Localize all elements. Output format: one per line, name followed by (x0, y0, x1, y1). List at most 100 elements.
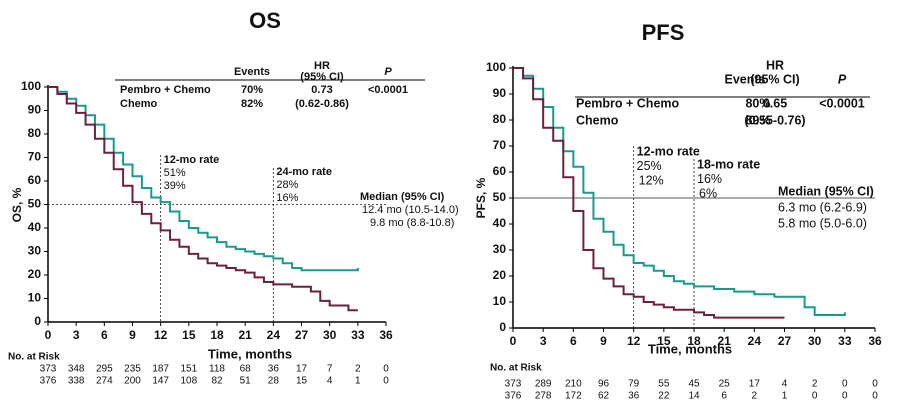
x-tick-label: 24 (748, 334, 762, 348)
table-cell: <0.0001 (819, 96, 865, 110)
y-tick-label: 100 (486, 60, 506, 74)
risk-count: 4 (782, 379, 788, 390)
risk-count: 295 (96, 364, 113, 375)
x-tick-label: 6 (101, 328, 108, 342)
y-tick-label: 100 (21, 79, 41, 93)
chart-title: OS (249, 8, 281, 33)
risk-count: 7 (327, 364, 333, 375)
x-tick-label: 3 (73, 328, 80, 342)
x-tick-label: 0 (510, 334, 517, 348)
risk-count: 373 (40, 364, 57, 375)
risk-count: 348 (68, 364, 85, 375)
table-header: (95% CI) (750, 72, 799, 86)
x-tick-label: 30 (808, 334, 822, 348)
risk-count: 210 (565, 379, 582, 390)
y-tick-label: 70 (493, 138, 507, 152)
y-axis-label: OS, % (10, 187, 24, 222)
risk-count: 235 (124, 364, 141, 375)
table-header: P (838, 72, 847, 86)
y-tick-label: 0 (499, 320, 506, 334)
table-cell: (0.55-0.76) (744, 113, 805, 127)
risk-count: 22 (658, 391, 670, 402)
risk-count: 187 (152, 364, 169, 375)
risk-count: 36 (628, 391, 640, 402)
table-header: HR (314, 60, 330, 72)
x-tick-label: 15 (657, 334, 671, 348)
risk-count: 17 (296, 364, 308, 375)
x-tick-label: 9 (600, 334, 607, 348)
km-curve (513, 67, 846, 316)
risk-count: 0 (383, 376, 389, 387)
y-tick-label: 10 (493, 294, 507, 308)
x-axis-label: Time, months (648, 341, 732, 356)
rate-value: 16% (697, 172, 722, 186)
table-header: Events (234, 66, 270, 78)
x-tick-label: 24 (267, 328, 281, 342)
x-tick-label: 6 (570, 334, 577, 348)
risk-count: 45 (688, 379, 700, 390)
x-tick-label: 27 (295, 328, 309, 342)
risk-count: 6 (721, 391, 727, 402)
x-tick-label: 33 (838, 334, 852, 348)
risk-count: 17 (749, 379, 761, 390)
x-tick-label: 12 (627, 334, 641, 348)
risk-count: 0 (842, 379, 848, 390)
km-curve (513, 67, 785, 319)
table-cell: 82% (241, 98, 263, 110)
rate-label: 18-mo rate (697, 157, 760, 171)
rate-value: 25% (637, 159, 662, 173)
table-cell: 80% (745, 96, 770, 110)
y-tick-label: 20 (28, 267, 42, 281)
risk-count: 4 (327, 376, 333, 387)
x-axis-label: Time, months (208, 346, 292, 361)
risk-count: 0 (842, 391, 848, 402)
risk-count: 172 (565, 391, 582, 402)
y-tick-label: 80 (493, 112, 507, 126)
median-value: 5.8 mo (5.0-6.0) (778, 216, 867, 230)
x-tick-label: 30 (323, 328, 337, 342)
y-tick-label: 40 (28, 220, 42, 234)
risk-count: 373 (505, 379, 522, 390)
x-tick-label: 12 (154, 328, 168, 342)
risk-label: No. at Risk (8, 352, 60, 363)
rate-value: 51% (164, 167, 186, 179)
x-tick-label: 33 (351, 328, 365, 342)
y-tick-label: 30 (493, 242, 507, 256)
rate-label: 12-mo rate (164, 154, 220, 166)
risk-count: 28 (268, 376, 280, 387)
x-tick-label: 15 (182, 328, 196, 342)
risk-count: 15 (296, 376, 308, 387)
risk-count: 62 (598, 391, 610, 402)
y-tick-label: 30 (28, 244, 42, 258)
table-cell: 89% (745, 113, 770, 127)
risk-count: 151 (180, 364, 197, 375)
risk-count: 96 (598, 379, 610, 390)
y-tick-label: 80 (28, 126, 42, 140)
risk-count: 2 (355, 364, 361, 375)
risk-count: 82 (211, 376, 223, 387)
risk-count: 1 (782, 391, 788, 402)
y-tick-label: 50 (28, 197, 42, 211)
risk-count: 25 (719, 379, 731, 390)
rate-value: 28% (276, 179, 298, 191)
x-tick-label: 18 (687, 334, 701, 348)
risk-count: 376 (505, 391, 522, 402)
median-label: Median (95% CI) (778, 184, 874, 198)
risk-count: 274 (96, 376, 113, 387)
rate-label: 12-mo rate (637, 144, 700, 158)
median-value: 6.3 mo (6.2-6.9) (778, 200, 867, 214)
risk-count: 376 (40, 376, 57, 387)
risk-count: 289 (535, 379, 552, 390)
risk-count: 79 (628, 379, 640, 390)
risk-label: No. at Risk (490, 363, 542, 374)
risk-count: 51 (240, 376, 252, 387)
y-axis-label: PFS, % (474, 177, 488, 218)
table-header: (95% CI) (300, 71, 344, 83)
y-tick-label: 40 (493, 216, 507, 230)
y-tick-label: 90 (28, 103, 42, 117)
y-tick-label: 60 (493, 164, 507, 178)
median-label: Median (95% CI) (360, 191, 445, 203)
table-cell: 70% (241, 84, 263, 96)
x-tick-label: 0 (45, 328, 52, 342)
